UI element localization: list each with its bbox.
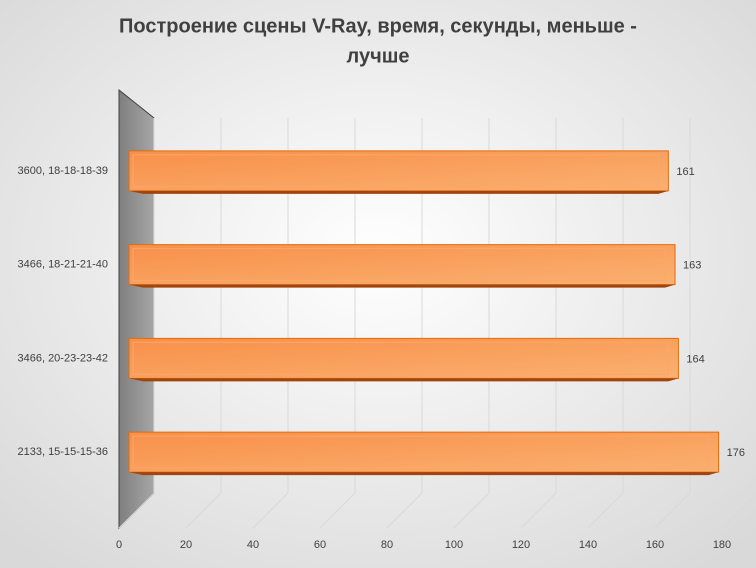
y-tick-label: 2133, 15-15-15-36 bbox=[17, 446, 108, 458]
x-tick-label: 60 bbox=[314, 539, 326, 551]
x-tick-label: 40 bbox=[247, 539, 259, 551]
x-tick-label: 120 bbox=[512, 539, 530, 551]
chart-title: лучше bbox=[347, 45, 410, 67]
floor-grid-line bbox=[721, 493, 756, 529]
x-tick-label: 160 bbox=[646, 539, 664, 551]
floor-grid-line bbox=[185, 492, 222, 529]
x-tick-label: 140 bbox=[579, 539, 597, 551]
bar bbox=[128, 244, 676, 286]
floor-grid-line bbox=[319, 492, 356, 529]
bar-inner bbox=[132, 435, 710, 469]
value-label: 161 bbox=[676, 166, 694, 178]
y-tick-label: 3466, 18-21-21-40 bbox=[17, 259, 108, 271]
chart-title: Построение сцены V-Ray, время, секунды, … bbox=[119, 15, 637, 37]
x-tick-label: 100 bbox=[445, 539, 463, 551]
y-tick-label: 3466, 20-23-23-42 bbox=[17, 352, 108, 364]
x-tick-label: 180 bbox=[713, 539, 731, 551]
floor-grid-line bbox=[654, 492, 691, 529]
bar bbox=[128, 337, 679, 379]
x-tick-label: 80 bbox=[381, 539, 393, 551]
value-label: 163 bbox=[683, 260, 701, 272]
bar-bottom bbox=[129, 284, 676, 288]
bar bbox=[128, 431, 720, 473]
floor-grid-line bbox=[252, 492, 289, 529]
bar-bottom bbox=[129, 190, 669, 194]
y-tick-label: 3600, 18-18-18-39 bbox=[17, 165, 108, 177]
bar-inner bbox=[132, 248, 666, 282]
bar-bottom bbox=[129, 472, 719, 476]
value-label: 176 bbox=[727, 447, 745, 459]
floor-grid-line bbox=[520, 492, 557, 529]
bar bbox=[128, 150, 669, 192]
floor-grid-line bbox=[386, 492, 423, 529]
bar-bottom bbox=[129, 378, 679, 382]
value-label: 164 bbox=[686, 353, 704, 365]
bar-inner bbox=[132, 154, 659, 188]
floor-grid-line bbox=[453, 492, 490, 529]
x-tick-label: 20 bbox=[180, 539, 192, 551]
x-tick-label: 0 bbox=[116, 539, 122, 551]
floor-grid-line bbox=[118, 492, 155, 529]
bar-inner bbox=[132, 341, 669, 375]
floor-grid-line bbox=[587, 492, 624, 529]
